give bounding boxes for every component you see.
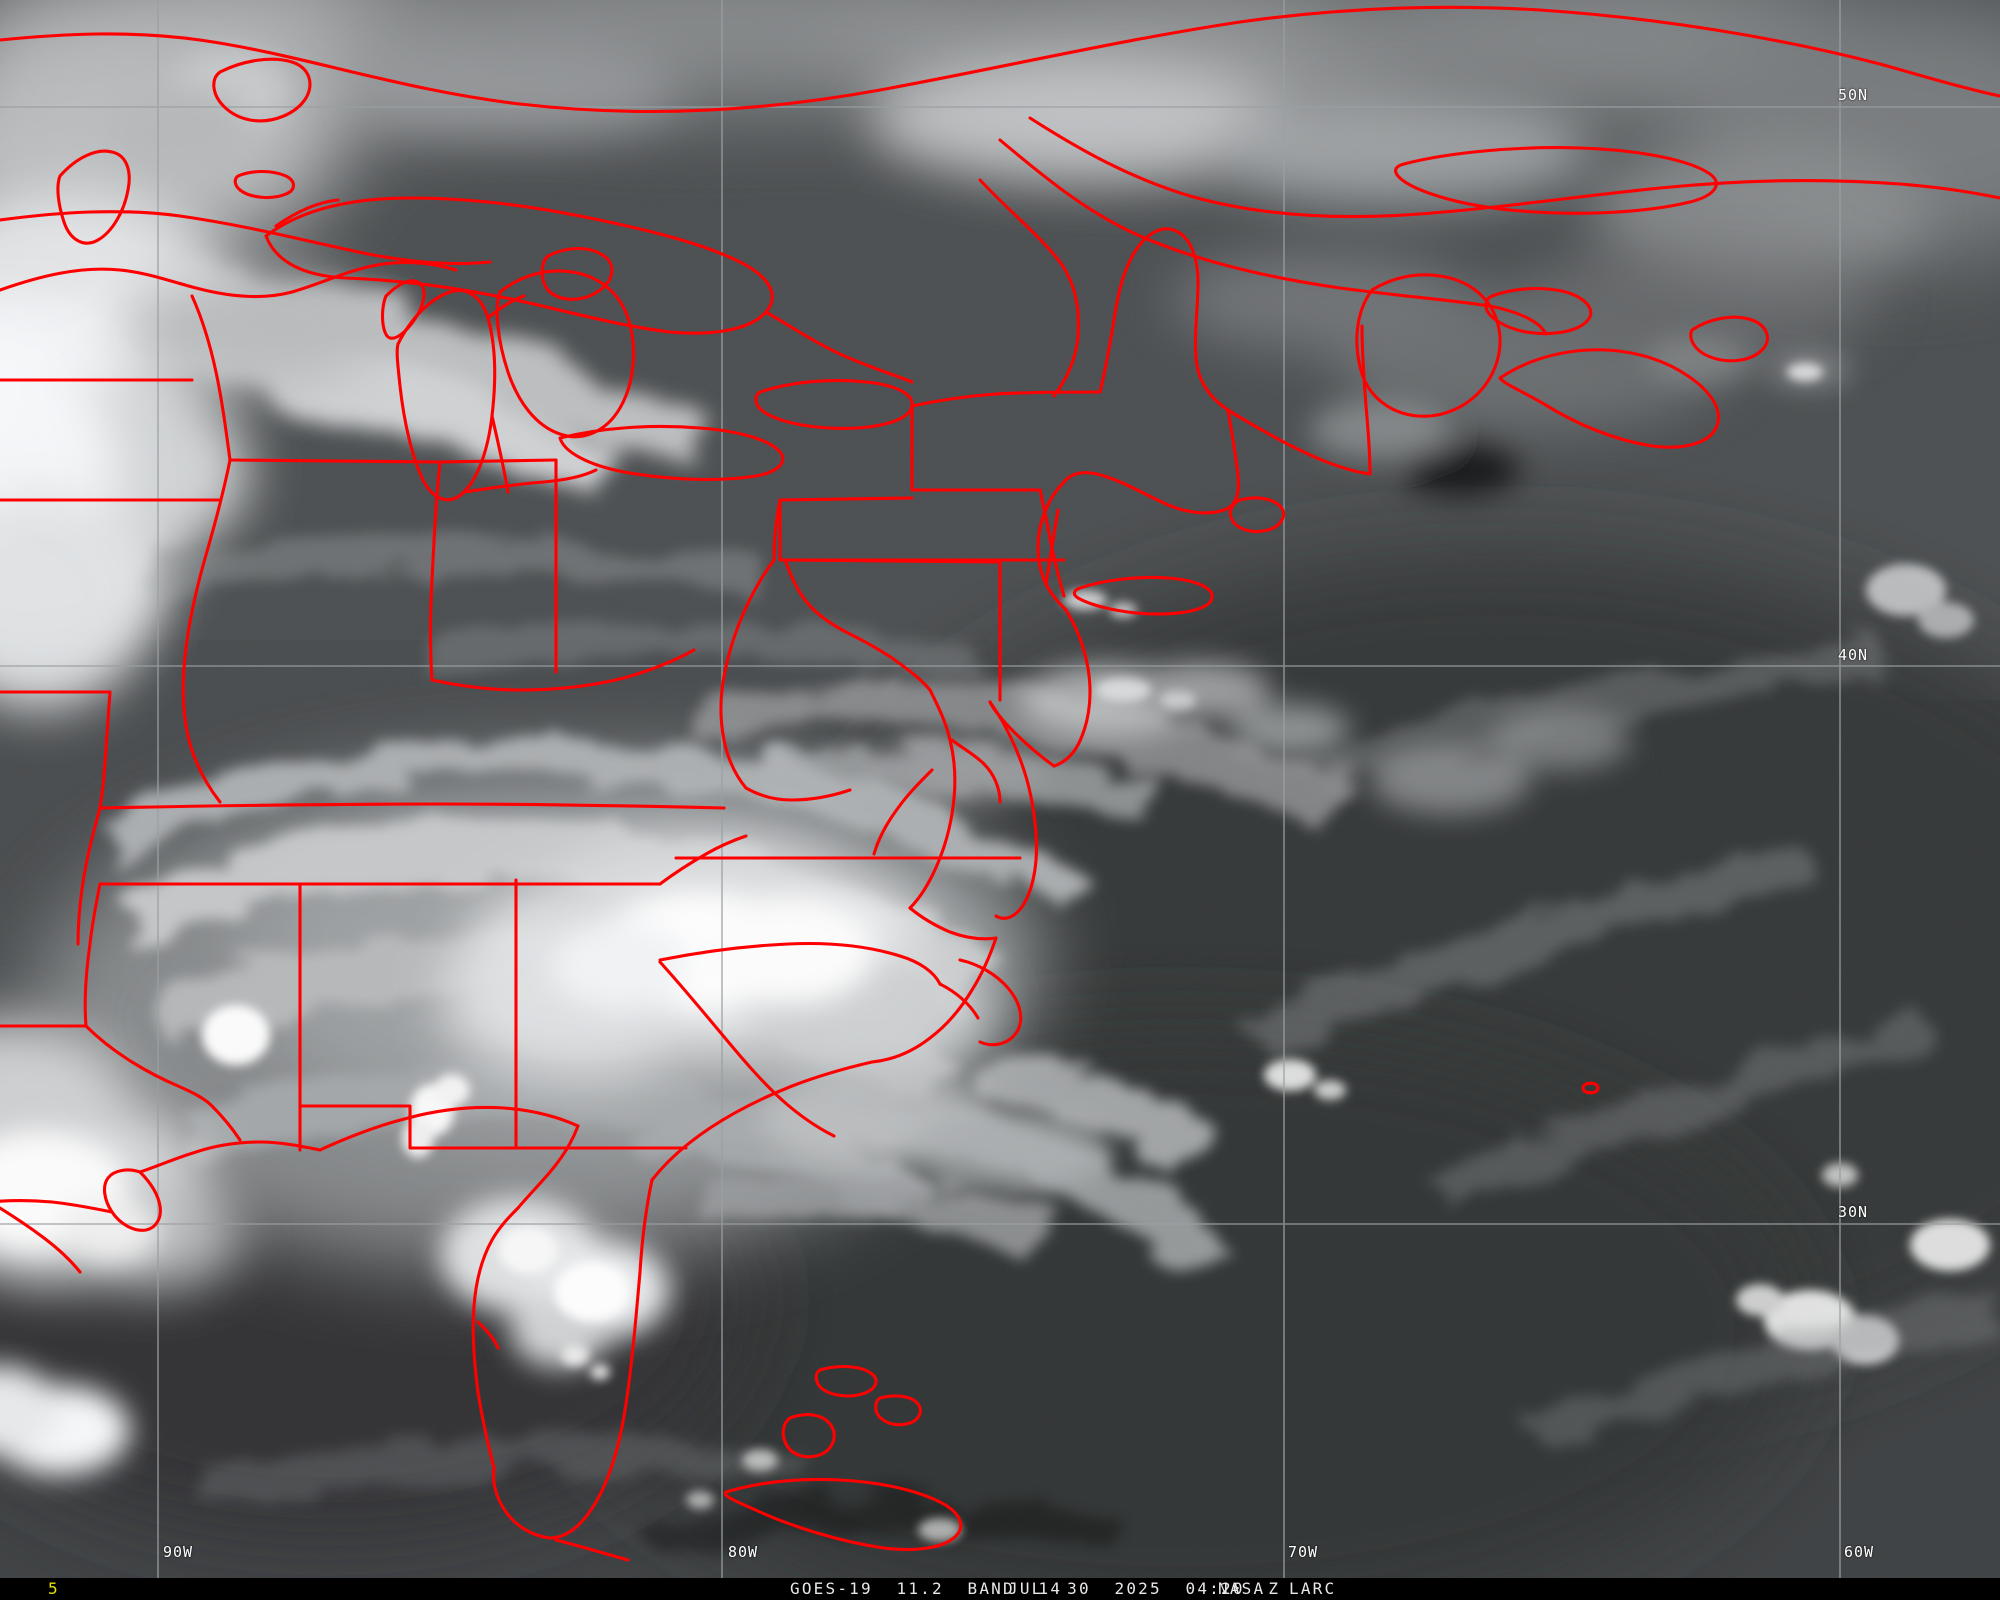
anticosti-island: [1394, 146, 1718, 215]
canada-north-coast: [0, 5, 2000, 114]
border-in-il: [428, 460, 442, 682]
border-pa-west: [778, 496, 914, 502]
minnesota-ontario-border: [0, 260, 458, 299]
gulf-coast-al-ms-la: [138, 1140, 322, 1174]
green-bay: [380, 279, 426, 340]
border-ar-ms: [83, 882, 102, 1028]
long-island: [1072, 575, 1214, 616]
border-wv-va-md: [784, 560, 932, 692]
border-oh-mi: [462, 468, 598, 494]
florida-big-bend: [516, 1124, 580, 1210]
border-sc-ga: [658, 960, 836, 1138]
coastline-and-border-vectors: [0, 5, 2000, 1562]
cape-cod: [1228, 496, 1286, 534]
florida-west-coast: [471, 1206, 520, 1470]
maine-coast: [1226, 408, 1372, 476]
caption-satellite-product: GOES-19 11.2 BAND 14: [790, 1579, 1063, 1598]
virginia-coast: [908, 906, 998, 941]
border-ky-va-tn: [658, 834, 748, 886]
cuba-outline: [723, 1477, 963, 1552]
texas-gulf-coast: [0, 1206, 82, 1274]
quebec-gaspe-border: [978, 178, 1080, 398]
lake-huron: [495, 269, 636, 439]
lake-superior: [264, 196, 774, 335]
border-ms-tn-ar: [76, 806, 102, 946]
chesapeake-bay-west: [908, 688, 957, 910]
border-md-pa: [784, 558, 1002, 564]
straits-of-mackinac: [486, 294, 526, 320]
pamlico-sound: [938, 982, 980, 1020]
north-carolina-coast: [870, 936, 998, 1064]
caption-datetime: JUL 30 2025 04:20 Z: [1008, 1579, 1281, 1598]
keweenaw: [274, 198, 340, 228]
border-wi-il: [228, 458, 442, 464]
caption-bar: 5 GOES-19 11.2 BAND 14 JUL 30 2025 04:20…: [0, 1578, 2000, 1600]
florida-south-tip: [491, 1466, 552, 1540]
nj-coast: [1052, 608, 1092, 768]
border-tn-ky: [98, 802, 726, 810]
florida-panhandle-coast: [318, 1105, 580, 1152]
michigan-lower-peninsula-west: [490, 414, 510, 494]
lake-michigan: [395, 289, 497, 502]
border-wi-west: [190, 294, 232, 462]
ny-nj-coast: [1036, 480, 1068, 612]
border-al-fl-panhandle: [298, 1104, 518, 1150]
nova-scotia-outline: [1498, 348, 1721, 449]
maine-nb-border: [1360, 324, 1372, 476]
lake-winnipeg: [56, 149, 131, 245]
border-wv-oh: [719, 558, 776, 790]
cape-breton: [1689, 315, 1769, 363]
new-brunswick-outline: [1355, 273, 1502, 418]
sc-ga-coast: [650, 1060, 874, 1182]
frame-number-label: 5: [48, 1579, 58, 1598]
border-il-west-mississippi: [181, 458, 232, 804]
border-pa-south: [778, 498, 1066, 562]
border-ny-pa: [910, 404, 1042, 492]
border-pa-oh: [772, 498, 782, 562]
border-nc-sc: [658, 941, 942, 986]
prince-edward-island: [1484, 287, 1593, 336]
potomac-river: [872, 768, 934, 856]
georgian-bay: [540, 246, 614, 301]
quebec-north-shore: [1028, 116, 2000, 219]
us-canada-border-lakes-to-maine: [764, 310, 914, 384]
border-ms-la: [84, 1024, 242, 1142]
st-lawrence-south-bank: [998, 138, 1548, 336]
bahamas-abaco: [874, 1394, 922, 1427]
chesapeake-bay-inner: [950, 738, 1002, 804]
louisiana-coast-west: [0, 1198, 114, 1214]
lake-of-woods: [212, 57, 312, 123]
border-in-mi: [438, 458, 558, 464]
border-nj-pa: [1038, 488, 1066, 598]
superior-isle-royale: [233, 169, 296, 200]
border-ky-oh-in-il: [430, 648, 696, 692]
outer-banks: [958, 958, 1023, 1047]
bahamas-andros: [781, 1413, 836, 1459]
bermuda-marker: [1581, 1081, 1600, 1095]
florida-keys: [554, 1538, 630, 1562]
florida-east-coast: [548, 1178, 654, 1540]
bahamas-grand-bahama: [814, 1364, 878, 1398]
lake-ontario: [754, 378, 914, 430]
us-canada-border-ny-quebec: [910, 390, 1102, 408]
caption-source-attribution: NASA LARC: [1218, 1579, 1337, 1598]
lake-erie: [558, 424, 785, 482]
mississippi-delta: [102, 1168, 162, 1232]
tampa-bay: [476, 1320, 500, 1350]
border-wv-va-south: [744, 786, 852, 802]
border-ky-tn-state: [98, 690, 112, 810]
maine-quebec-border: [1098, 227, 1230, 412]
delmarva-peninsula: [988, 700, 1039, 920]
new-england-coast: [1062, 408, 1241, 515]
delaware-bay: [988, 700, 1056, 768]
